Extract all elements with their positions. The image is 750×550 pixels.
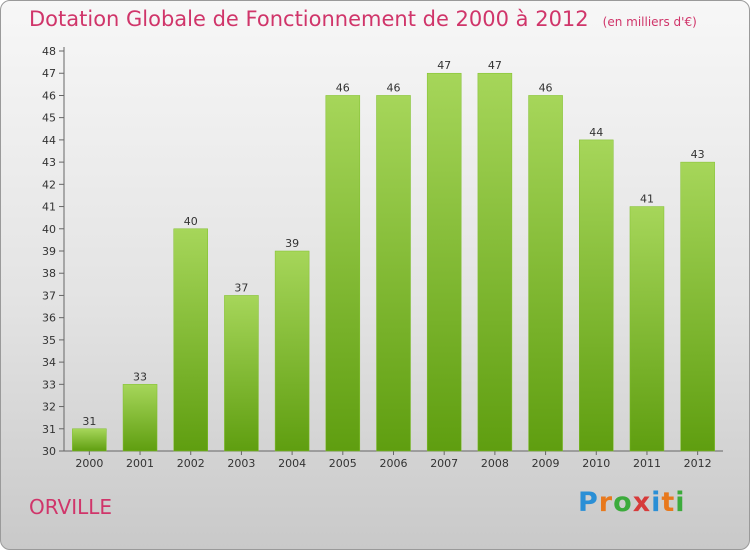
data-label: 46 (387, 81, 401, 94)
data-label: 47 (488, 59, 502, 72)
y-tick-label: 31 (42, 423, 56, 436)
logo-letter: i (651, 487, 662, 518)
bar-2000 (72, 428, 107, 452)
x-tick-label: 2003 (227, 457, 255, 470)
y-tick-label: 37 (42, 289, 56, 302)
bars (72, 72, 715, 452)
x-tick-label: 2010 (582, 457, 610, 470)
bar-2006 (376, 95, 411, 452)
y-tick-label: 43 (42, 156, 56, 169)
data-label: 33 (133, 370, 147, 383)
bar-2003 (224, 295, 259, 452)
bar-2002 (173, 228, 208, 452)
logo-letter: o (613, 487, 633, 518)
chart-title: Dotation Globale de Fonctionnement de 20… (29, 7, 697, 31)
x-tick-label: 2011 (633, 457, 661, 470)
chart-title-text: Dotation Globale de Fonctionnement de 20… (29, 7, 589, 31)
y-tick-label: 42 (42, 178, 56, 191)
x-tick-label: 2008 (481, 457, 509, 470)
x-tick-label: 2006 (380, 457, 408, 470)
y-tick-label: 39 (42, 245, 56, 258)
x-tick-label: 2002 (177, 457, 205, 470)
data-label: 44 (589, 126, 603, 139)
y-tick-label: 34 (42, 356, 56, 369)
data-label: 43 (691, 148, 705, 161)
bar-2007 (426, 72, 462, 452)
commune-name: ORVILLE (29, 495, 113, 519)
axes: 30 31 32 33 34 35 36 37 38 39 40 41 42 43 44 45 46 47 48 20… (42, 45, 723, 470)
bar-2012 (680, 161, 715, 452)
logo-letter: r (598, 487, 614, 518)
data-label: 39 (285, 237, 299, 250)
data-label: 41 (640, 193, 654, 206)
data-label: 47 (437, 59, 451, 72)
y-tick-label: 38 (42, 267, 56, 280)
y-tick-label: 33 (42, 378, 56, 391)
y-tick-label: 44 (42, 134, 56, 147)
x-tick-label: 2001 (126, 457, 154, 470)
x-tick-label: 2009 (532, 457, 560, 470)
data-label: 46 (539, 81, 553, 94)
data-labels: 31 33 40 37 39 46 46 47 47 46 44 41 43 (82, 59, 704, 428)
logo-letter: x (632, 487, 652, 518)
y-tick-label: 45 (42, 112, 56, 125)
data-label: 37 (234, 281, 248, 294)
y-tick-label: 47 (42, 67, 56, 80)
x-tick-label: 2007 (430, 457, 458, 470)
data-label: 31 (82, 415, 96, 428)
chart-unit: (en milliers d'€) (602, 15, 697, 29)
y-tick-label: 48 (42, 45, 56, 58)
bar-2001 (122, 384, 158, 452)
logo-letter: P (578, 487, 599, 518)
y-tick-label: 41 (42, 201, 56, 214)
bar-chart: 30 31 32 33 34 35 36 37 38 39 40 41 42 43 44 45 46 47 48 20… (42, 45, 723, 470)
x-tick-label: 2005 (329, 457, 357, 470)
y-tick-label: 32 (42, 401, 56, 414)
y-tick-label: 30 (42, 445, 56, 458)
bar-2008 (477, 72, 513, 452)
logo-letter: i (675, 487, 686, 518)
y-tick-label: 35 (42, 334, 56, 347)
logo-letter: t (661, 487, 676, 518)
bar-2009 (528, 95, 563, 452)
proxiti-logo: Proxiti (578, 487, 686, 518)
data-label: 40 (184, 215, 198, 228)
x-tick-label: 2012 (684, 457, 712, 470)
y-tick-label: 36 (42, 312, 56, 325)
y-tick-label: 40 (42, 223, 56, 236)
x-tick-label: 2004 (278, 457, 306, 470)
y-tick-label: 46 (42, 89, 56, 102)
x-tick-label: 2000 (75, 457, 103, 470)
data-label: 46 (336, 81, 350, 94)
bar-2010 (579, 139, 614, 452)
bar-2004 (274, 250, 310, 452)
bar-2005 (325, 95, 361, 452)
bar-2011 (629, 206, 665, 452)
